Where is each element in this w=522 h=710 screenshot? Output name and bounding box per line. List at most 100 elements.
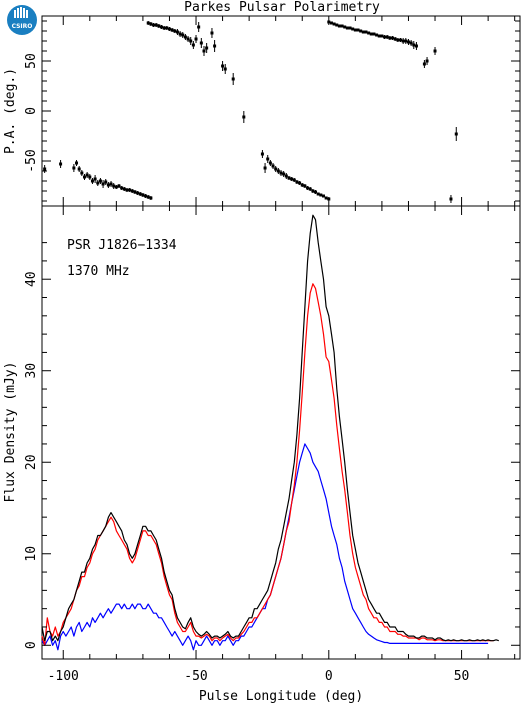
pa-point	[306, 186, 310, 190]
csiro-logo: CSIRO	[7, 5, 37, 35]
pa-point	[130, 189, 134, 193]
pa-point	[276, 169, 280, 173]
pa-point	[314, 190, 318, 194]
flux-panel-frame	[41, 205, 521, 660]
flux-y-tick-label: 20	[24, 454, 39, 470]
pa-point	[146, 195, 150, 199]
circular-polarization-line	[41, 443, 489, 651]
pa-point	[178, 32, 182, 36]
pa-point	[298, 181, 302, 185]
pa-point	[93, 177, 97, 181]
pa-point	[141, 193, 145, 197]
pa-point	[43, 167, 47, 171]
pa-point	[96, 181, 100, 185]
pa-point	[274, 167, 278, 171]
pa-point	[268, 161, 272, 165]
pa-point	[367, 31, 371, 35]
flux-axis-label: Flux Density (mJy)	[3, 362, 18, 503]
pa-point	[308, 187, 312, 191]
pa-point	[391, 36, 395, 40]
pa-point	[231, 77, 235, 81]
pa-point	[422, 62, 426, 66]
x-tick-label: 0	[325, 669, 333, 684]
pa-point	[117, 184, 121, 188]
pa-point	[425, 59, 429, 63]
pa-point	[364, 30, 368, 34]
frequency-annotation: 1370 MHz	[67, 264, 130, 279]
pa-point	[266, 157, 270, 161]
pa-point	[311, 189, 315, 193]
pa-point	[181, 33, 185, 37]
flux-y-tick-label: 10	[24, 546, 39, 562]
pa-point	[138, 192, 142, 196]
pa-point	[146, 21, 150, 25]
pa-point	[104, 180, 108, 184]
pa-point	[90, 179, 94, 183]
pa-point	[316, 192, 320, 196]
pa-y-tick-label: 50	[24, 53, 39, 69]
x-tick-label: 50	[454, 669, 470, 684]
pa-point	[454, 132, 458, 136]
pa-point	[199, 41, 203, 45]
pa-point	[263, 166, 267, 170]
pa-point	[359, 29, 363, 33]
pa-point	[165, 26, 169, 30]
pa-point	[149, 196, 153, 200]
pa-point	[125, 188, 129, 192]
pa-point	[337, 24, 341, 28]
pa-point	[162, 26, 166, 30]
pa-point	[287, 176, 291, 180]
pa-point	[109, 182, 113, 186]
pa-point	[122, 187, 126, 191]
pa-point	[375, 33, 379, 37]
pa-point	[98, 179, 102, 183]
pa-point	[72, 166, 76, 170]
pa-point	[128, 188, 132, 192]
pa-point	[361, 30, 365, 34]
pa-point	[377, 34, 381, 38]
pa-point	[167, 27, 171, 31]
pa-point	[282, 172, 286, 176]
flux-y-tick-label: 30	[24, 363, 39, 379]
pa-point	[399, 38, 402, 42]
pa-point	[106, 183, 110, 187]
pa-point	[170, 28, 174, 32]
pa-point	[197, 25, 201, 29]
pa-point	[101, 182, 105, 186]
pa-point	[406, 40, 410, 44]
pa-point	[85, 173, 89, 177]
pa-point	[345, 26, 349, 30]
pa-point	[112, 184, 116, 188]
logo-label: CSIRO	[12, 23, 33, 30]
pa-point	[292, 178, 296, 182]
pa-point	[321, 194, 325, 198]
pa-y-tick-label: -50	[24, 149, 39, 172]
pa-point	[380, 34, 384, 38]
pa-point	[80, 171, 84, 175]
axis-layer: -100 -50 0 50 -50 0 50 0 10 20 30 40	[24, 16, 520, 684]
pa-point	[449, 197, 453, 201]
pa-point	[213, 44, 217, 48]
x-tick-label: -100	[48, 669, 79, 684]
flux-y-tick-label: 0	[24, 641, 39, 649]
pa-point	[173, 29, 177, 33]
pa-point	[189, 39, 193, 43]
pa-point	[353, 28, 357, 32]
pa-point	[372, 32, 376, 36]
pa-point	[88, 175, 92, 179]
pa-point	[343, 25, 347, 29]
pa-point	[319, 193, 323, 197]
x-axis-label: Pulse Longitude (deg)	[199, 689, 363, 704]
pa-point	[404, 39, 408, 43]
pa-point	[210, 31, 214, 35]
pa-panel-frame	[41, 15, 521, 207]
pa-point	[175, 30, 179, 34]
pa-point	[383, 35, 387, 39]
pa-point	[133, 190, 137, 194]
pa-point	[191, 43, 195, 47]
flux-y-tick-label: 40	[24, 271, 39, 287]
pa-point	[114, 185, 118, 189]
pa-point	[396, 38, 400, 42]
pa-point	[186, 37, 190, 41]
pa-point	[290, 177, 294, 181]
